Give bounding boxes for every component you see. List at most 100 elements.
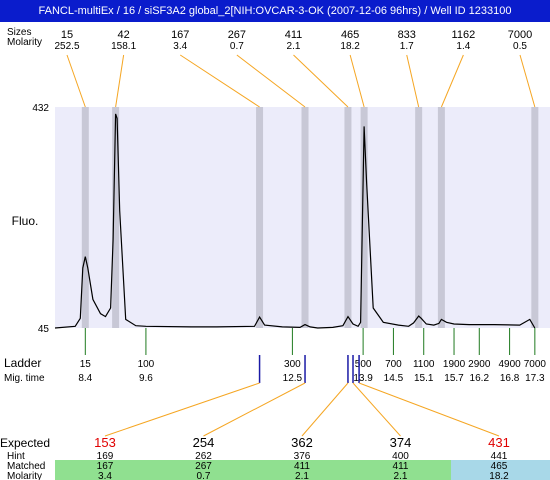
ladder-time-label: 16.8	[500, 373, 520, 384]
peak-leader-line	[349, 54, 365, 108]
matched-value: 465	[491, 461, 508, 472]
expected-leader-line	[301, 382, 349, 437]
peak-leader-line	[519, 54, 536, 108]
peak-molarity-label: 18.2	[340, 41, 360, 52]
peak-size-label: 465	[341, 29, 359, 41]
peak-size-label: 411	[285, 29, 303, 41]
ladder-size-label: 500	[355, 359, 372, 370]
matched-cell	[352, 460, 451, 480]
peak-leader-line	[293, 54, 349, 108]
matched-value: 267	[195, 461, 212, 472]
matched-cell	[253, 460, 352, 480]
matched-molarity-value: 2.1	[295, 471, 309, 480]
peak-leader-line	[440, 54, 464, 108]
expected-value: 431	[488, 435, 510, 450]
peak-band	[81, 107, 89, 328]
ladder-size-label: 300	[284, 359, 301, 370]
expected-label: Expected	[0, 436, 50, 450]
ladder-time-label: 15.7	[444, 373, 464, 384]
peak-molarity-label: 0.5	[513, 41, 527, 52]
peak-size-label: 15	[61, 29, 73, 41]
ladder-size-label: 2900	[468, 359, 491, 370]
ladder-size-label: 4900	[498, 359, 521, 370]
ladder-time-label: 13.9	[353, 373, 373, 384]
molarity-label: Molarity	[7, 37, 42, 48]
expected-leader-line	[203, 382, 306, 437]
ladder-time-label: 8.4	[78, 373, 92, 384]
ladder-time-label: 14.5	[384, 373, 404, 384]
peak-molarity-label: 1.4	[456, 41, 470, 52]
fluorescence-trace	[54, 113, 536, 329]
matched-value: 167	[97, 461, 114, 472]
expected-leader-line	[358, 382, 500, 437]
peak-molarity-label: 0.7	[230, 41, 244, 52]
fluo-axis-label: Fluo.	[12, 214, 39, 228]
hint-value: 262	[195, 451, 212, 462]
peak-molarity-label: 158.1	[111, 41, 136, 52]
hint-value: 441	[491, 451, 508, 462]
ladder-time-label: 12.5	[283, 373, 303, 384]
matched-value: 411	[393, 461, 409, 472]
peak-band	[437, 107, 445, 328]
ladder-time-label: 15.1	[414, 373, 434, 384]
peak-size-label: 833	[398, 29, 416, 41]
peak-leader-line	[236, 54, 306, 108]
matched-cell	[451, 460, 550, 480]
ladder-size-label: 1100	[413, 359, 435, 370]
ladder-size-label: 15	[80, 359, 92, 370]
peak-band	[415, 107, 423, 328]
expected-value: 374	[390, 435, 412, 450]
peak-band	[531, 107, 539, 328]
expected-value: 362	[291, 435, 313, 450]
matched-cell	[55, 460, 154, 480]
peak-band	[112, 107, 120, 328]
molarity-row-label: Molarity	[7, 471, 42, 480]
ladder-time-label: 9.6	[139, 373, 153, 384]
y-tick-label: 45	[38, 324, 50, 335]
hint-value: 169	[97, 451, 114, 462]
matched-label: Matched	[7, 461, 45, 472]
hint-value: 400	[392, 451, 409, 462]
peak-size-label: 42	[118, 29, 130, 41]
expected-value: 153	[94, 435, 116, 450]
matched-molarity-value: 3.4	[98, 471, 112, 480]
hint-value: 376	[294, 451, 311, 462]
peak-leader-line	[179, 54, 260, 108]
matched-value: 411	[294, 461, 310, 472]
peak-molarity-label: 252.5	[54, 41, 79, 52]
peak-molarity-label: 1.7	[400, 41, 414, 52]
peak-size-label: 267	[228, 29, 246, 41]
peak-band	[360, 107, 368, 328]
peak-molarity-label: 3.4	[173, 41, 187, 52]
peak-leader-line	[115, 54, 125, 108]
expected-leader-line	[104, 382, 260, 437]
expected-value: 254	[193, 435, 215, 450]
hint-label: Hint	[7, 451, 25, 462]
ladder-size-label: 700	[385, 359, 402, 370]
peak-band	[344, 107, 352, 328]
sizes-label: Sizes	[7, 27, 31, 38]
ladder-size-label: 1900	[443, 359, 466, 370]
peak-size-label: 1162	[452, 29, 476, 41]
ladder-time-label: 16.2	[470, 373, 490, 384]
ladder-size-label: 7000	[524, 359, 547, 370]
peak-size-label: 7000	[508, 29, 532, 41]
peak-band	[301, 107, 309, 328]
matched-molarity-value: 18.2	[489, 471, 509, 480]
ladder-label: Ladder	[4, 356, 41, 370]
mig-time-label: Mig. time	[4, 373, 45, 384]
peak-band	[256, 107, 264, 328]
peak-leader-line	[66, 54, 86, 108]
matched-cell	[154, 460, 253, 480]
peak-size-label: 167	[171, 29, 189, 41]
y-tick-label: 432	[32, 103, 49, 114]
ladder-size-label: 100	[138, 359, 155, 370]
peak-molarity-label: 2.1	[287, 41, 301, 52]
matched-molarity-value: 2.1	[394, 471, 408, 480]
ladder-time-label: 17.3	[525, 373, 545, 384]
peak-leader-line	[406, 54, 420, 108]
matched-molarity-value: 0.7	[197, 471, 211, 480]
window-title: FANCL-multiEx / 16 / siSF3A2 global_2[NI…	[0, 0, 550, 22]
expected-leader-line	[352, 382, 401, 437]
